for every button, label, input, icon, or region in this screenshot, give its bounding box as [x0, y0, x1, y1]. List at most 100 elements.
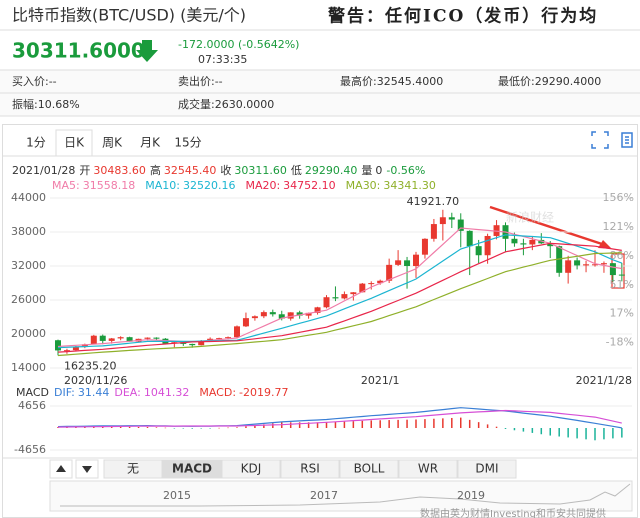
candle-body [117, 337, 124, 339]
macd-bar [612, 428, 614, 439]
candle-body [511, 238, 518, 244]
candle-body [314, 307, 321, 313]
indicator-tab[interactable]: MACD [172, 462, 212, 476]
ma-line [57, 252, 622, 357]
y-tick-label: 20000 [11, 327, 46, 340]
y-tick-label: -4656 [14, 443, 46, 456]
indicator-tab-bg[interactable] [280, 459, 340, 479]
macd-bar [263, 424, 265, 428]
candle-body [430, 224, 437, 239]
candle-body [413, 254, 419, 266]
candle-body [600, 263, 607, 265]
fullscreen-icon[interactable] [591, 131, 609, 149]
indicator-tab[interactable]: KDJ [241, 462, 262, 476]
x-tick-label: 2021/1 [361, 374, 400, 387]
legend-name: MA20: [245, 179, 280, 192]
candle-body [153, 337, 160, 339]
macd-bar [307, 422, 310, 428]
stat: 成交量:2630.0000 [178, 97, 274, 111]
indicator-tab-bg[interactable] [103, 459, 163, 479]
indicator-tab[interactable]: 无 [127, 462, 139, 476]
up-arrow[interactable] [56, 465, 66, 472]
candle-body [475, 246, 482, 256]
info-label: 收 [220, 163, 231, 177]
y2-tick-label: 121% [603, 220, 634, 233]
y2-tick-label: 156% [603, 191, 634, 204]
indicator-tab-bg[interactable] [162, 459, 222, 479]
candle-body [332, 297, 339, 299]
macd-bar [289, 422, 292, 428]
navigator-year: 2015 [163, 489, 191, 502]
candle-body [341, 294, 348, 299]
macd-bar [540, 428, 543, 435]
macd-bar [325, 422, 328, 428]
candle-body [198, 340, 205, 346]
macd-bar [102, 426, 104, 428]
candle-body [144, 337, 151, 339]
period-tab[interactable]: 1分 [26, 136, 46, 150]
indicator-tab[interactable]: BOLL [354, 462, 385, 476]
macd-bar [343, 421, 346, 428]
macd-bar [531, 428, 534, 433]
macd-bar [93, 426, 95, 428]
candle-body [260, 312, 267, 317]
candle-body [592, 264, 598, 266]
candle-body [377, 280, 384, 284]
macd-bar [433, 418, 435, 428]
scroll-arrows[interactable] [49, 459, 99, 479]
stat: 最高价:32545.4000 [340, 74, 443, 88]
candle-body [421, 238, 428, 255]
macd-bar [567, 428, 569, 438]
period-tab[interactable]: 15分 [174, 136, 201, 150]
indicator-tab[interactable]: WR [418, 462, 438, 476]
candle-body [278, 314, 285, 319]
candle-body [234, 326, 240, 338]
candle-body [269, 312, 276, 315]
macd-bar [379, 420, 381, 428]
macd-bar [200, 428, 202, 429]
toolbar-icons[interactable] [591, 131, 633, 149]
settings-icon[interactable] [621, 132, 633, 148]
y2-tick-label: 51% [610, 278, 634, 291]
macd-bar [549, 428, 551, 436]
low-annotation: 16235.20 [64, 359, 117, 372]
legend-value: 31558.18 [83, 179, 136, 192]
macd-bar [316, 422, 319, 428]
macd-bar [57, 427, 59, 428]
down-arrow[interactable] [82, 466, 92, 473]
macd-bar [334, 421, 337, 428]
macd-bar [513, 428, 516, 431]
legend-name: MA10: [145, 179, 180, 192]
legend-name: DIF: [54, 386, 75, 399]
macd-bar [236, 427, 238, 428]
candle-body [189, 343, 196, 346]
down-arrow [136, 40, 158, 62]
indicator-tab-bg[interactable] [398, 459, 458, 479]
macd-bar [495, 426, 498, 428]
legend-value: 34752.10 [283, 179, 336, 192]
period-tab[interactable]: 周K [102, 136, 123, 150]
indicator-tab[interactable]: RSI [300, 462, 320, 476]
legend-name: MA5: [52, 179, 80, 192]
info-value: 30311.60 [234, 164, 287, 177]
tab-active-bg[interactable] [55, 129, 93, 157]
x-tick-label: 2020/11/26 [64, 374, 127, 387]
watermark: 新浪财经 [506, 210, 554, 225]
candle-body [108, 338, 115, 341]
indicator-tab[interactable]: DMI [475, 462, 498, 476]
candle-body [484, 235, 491, 256]
legend-value: 32520.16 [183, 179, 236, 192]
period-tab[interactable]: 月K [140, 136, 161, 150]
indicator-tab-bg[interactable] [339, 459, 399, 479]
indicator-tab-bg[interactable] [457, 459, 517, 479]
period-tab[interactable]: 日K [64, 136, 85, 150]
macd-bar [388, 420, 390, 428]
macd-bar [486, 424, 489, 428]
navigator-year: 2019 [457, 489, 485, 502]
candle-body [55, 340, 61, 351]
candle-body [126, 337, 133, 342]
macd-bar [406, 419, 408, 428]
indicator-tab-bg[interactable] [221, 459, 281, 479]
stat: 卖出价:-- [178, 74, 223, 88]
